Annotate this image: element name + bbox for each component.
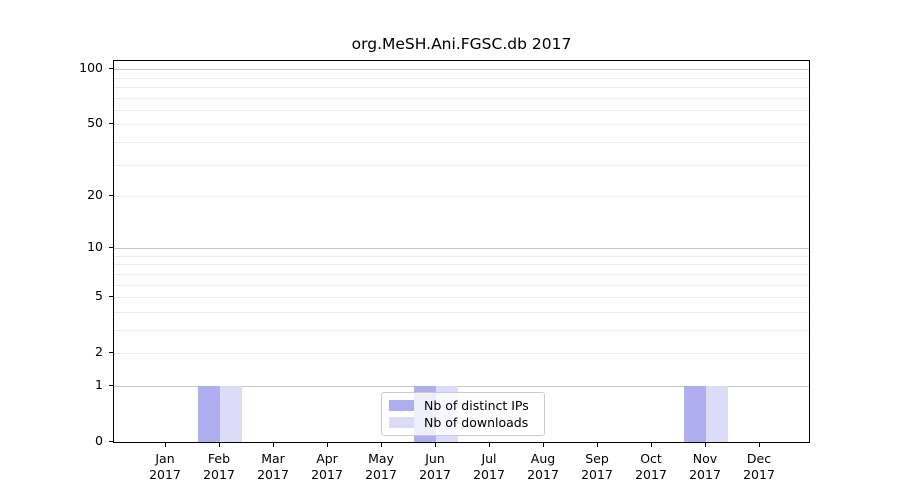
legend: Nb of distinct IPs Nb of downloads [381, 392, 545, 436]
x-tick-6 [489, 443, 490, 447]
x-tick-8 [597, 443, 598, 447]
y-tick-label-5: 5 [95, 288, 103, 304]
gridline-major-1 [114, 385, 809, 387]
legend-swatch-distinct-ips-icon [389, 400, 414, 411]
gridline-major-10 [114, 248, 809, 250]
bar-downloads-nov-2017 [706, 386, 728, 442]
y-tick-5 [109, 296, 113, 298]
legend-swatch-downloads-icon [389, 417, 414, 428]
gridline-minor-40 [114, 141, 809, 143]
gridline-minor-8 [114, 264, 809, 266]
bar-distinct-ips-feb-2017 [198, 386, 220, 442]
gridline-minor-50 [114, 124, 809, 126]
plot-area [113, 60, 810, 443]
y-tick-label-50: 50 [87, 115, 103, 131]
x-tick-label-1: Feb 2017 [203, 451, 235, 482]
gridline-minor-20 [114, 196, 809, 197]
gridline-minor-4 [114, 311, 809, 313]
x-tick-9 [651, 443, 652, 447]
y-tick-2 [109, 352, 113, 354]
x-tick-label-10: Nov 2017 [689, 451, 721, 482]
y-tick-50 [109, 123, 113, 125]
x-tick-label-4: May 2017 [365, 451, 397, 482]
x-tick-3 [327, 443, 328, 447]
x-tick-0 [165, 443, 166, 447]
legend-item-downloads: Nb of downloads [389, 415, 537, 430]
y-tick-10 [109, 247, 113, 249]
gridline-minor-80 [114, 86, 809, 88]
x-tick-4 [381, 443, 382, 447]
x-tick-5 [435, 443, 436, 447]
gridline-minor-6 [114, 284, 809, 286]
gridline-minor-60 [114, 109, 809, 111]
legend-label-downloads: Nb of downloads [424, 415, 529, 430]
gridline-major-100 [114, 69, 809, 71]
x-tick-label-5: Jun 2017 [419, 451, 451, 482]
bar-distinct-ips-nov-2017 [684, 386, 706, 442]
y-tick-label-1: 1 [95, 376, 103, 392]
x-tick-label-9: Oct 2017 [635, 451, 667, 482]
x-tick-label-6: Jul 2017 [473, 451, 505, 482]
gridline-minor-70 [114, 97, 809, 99]
x-tick-2 [273, 443, 274, 447]
gridline-minor-90 [114, 77, 809, 79]
gridline-minor-2 [114, 353, 809, 355]
x-tick-label-3: Apr 2017 [311, 451, 343, 482]
x-tick-label-7: Aug 2017 [527, 451, 559, 482]
y-tick-label-10: 10 [87, 239, 103, 255]
gridline-minor-30 [114, 164, 809, 166]
bar-downloads-feb-2017 [220, 386, 242, 442]
y-tick-0 [109, 441, 113, 442]
gridline-minor-3 [114, 329, 809, 331]
y-tick-100 [109, 68, 113, 70]
y-tick-label-0: 0 [95, 433, 103, 448]
y-tick-label-100: 100 [79, 60, 103, 76]
x-tick-10 [705, 443, 706, 447]
legend-label-distinct-ips: Nb of distinct IPs [424, 398, 529, 413]
gridline-minor-7 [114, 273, 809, 275]
x-tick-1 [219, 443, 220, 447]
x-tick-label-8: Sep 2017 [581, 451, 613, 482]
x-tick-label-0: Jan 2017 [149, 451, 181, 482]
legend-item-distinct-ips: Nb of distinct IPs [389, 398, 537, 413]
x-tick-11 [759, 443, 760, 447]
gridline-minor-9 [114, 255, 809, 257]
gridline-minor-5 [114, 297, 809, 299]
x-tick-label-11: Dec 2017 [743, 451, 775, 482]
chart-title: org.MeSH.Ani.FGSC.db 2017 [351, 35, 572, 53]
x-tick-7 [543, 443, 544, 447]
y-tick-1 [109, 384, 113, 386]
y-tick-label-2: 2 [95, 344, 103, 360]
x-tick-label-2: Mar 2017 [257, 451, 289, 482]
y-tick-20 [109, 195, 113, 196]
y-tick-label-20: 20 [87, 187, 103, 202]
